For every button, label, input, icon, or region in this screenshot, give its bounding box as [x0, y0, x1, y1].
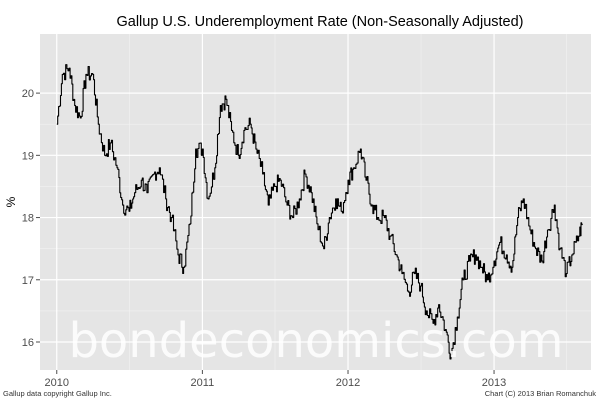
x-tick-label-2013: 2013	[482, 377, 506, 389]
x-axis: 2010 2011 2012 2013	[45, 370, 506, 389]
footer-copyright: Chart (C) 2013 Brian Romanchuk	[485, 389, 597, 398]
footer-source: Gallup data copyright Gallup Inc.	[3, 389, 112, 398]
x-tick-label-2011: 2011	[191, 377, 215, 389]
gridlines	[40, 34, 591, 370]
x-tick-label-2012: 2012	[336, 377, 360, 389]
y-tick-label-16: 16	[22, 337, 34, 349]
y-axis-label: %	[4, 196, 18, 207]
y-tick-label-17: 17	[22, 275, 34, 287]
y-tick-label-18: 18	[22, 213, 34, 225]
plot-panel	[40, 34, 591, 370]
series-line-underemployment	[56, 64, 583, 360]
y-tick-label-19: 19	[22, 150, 34, 162]
x-tick-label-2010: 2010	[45, 377, 69, 389]
y-axis: 16 17 18 19 20	[22, 88, 40, 349]
watermark: bondeconomics.com	[68, 313, 563, 369]
y-tick-label-20: 20	[22, 88, 34, 100]
chart-title: Gallup U.S. Underemployment Rate (Non-Se…	[116, 14, 523, 30]
